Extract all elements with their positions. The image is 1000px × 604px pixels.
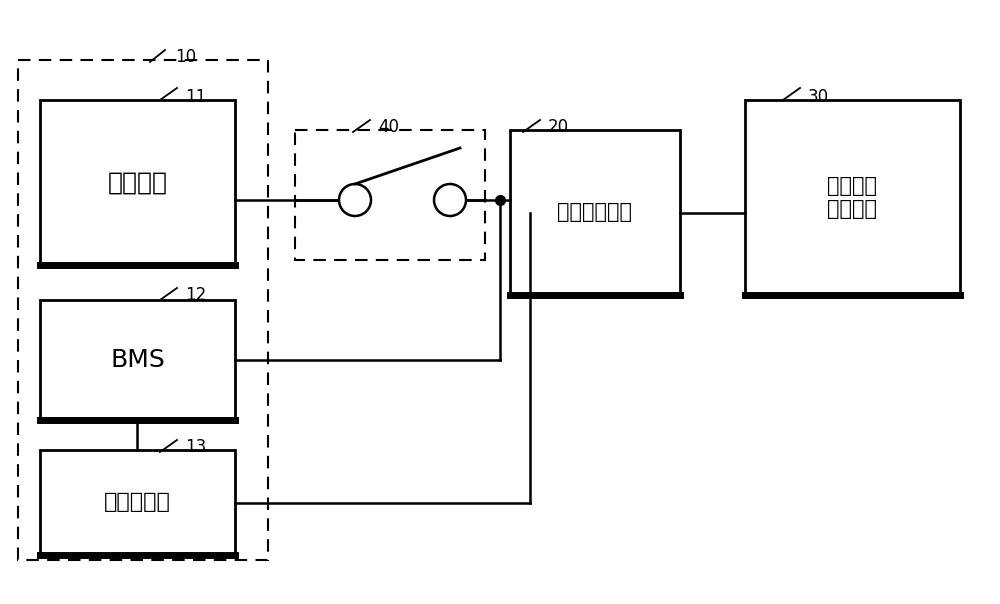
Text: 20: 20 [548, 118, 569, 136]
Circle shape [339, 184, 371, 216]
Text: 40: 40 [378, 118, 399, 136]
Text: 30: 30 [808, 88, 829, 106]
Text: 12: 12 [185, 286, 206, 304]
Bar [295, 130, 485, 260]
Circle shape [434, 184, 466, 216]
Bar [40, 450, 235, 555]
Text: 唤醒继电器: 唤醒继电器 [104, 492, 171, 513]
Bar [40, 300, 235, 420]
Bar [40, 100, 235, 265]
Bar [745, 100, 960, 295]
Text: 电力调节设备: 电力调节设备 [558, 202, 633, 222]
Bar [18, 60, 268, 560]
Text: 11: 11 [185, 88, 206, 106]
Text: BMS: BMS [110, 348, 165, 372]
Text: 10: 10 [175, 48, 196, 66]
Text: 电池模块: 电池模块 [108, 170, 168, 194]
Bar [510, 130, 680, 295]
Text: 不间断的
外部电力: 不间断的 外部电力 [828, 176, 878, 219]
Text: 13: 13 [185, 438, 206, 456]
